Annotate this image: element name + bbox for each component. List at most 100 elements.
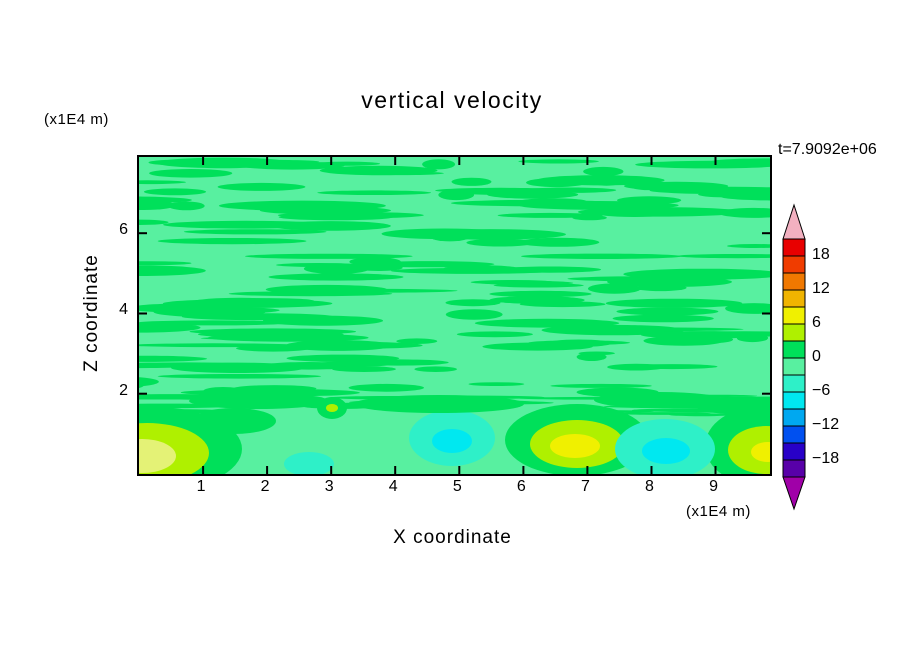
- streak: [545, 339, 612, 347]
- streak: [208, 333, 369, 342]
- streak: [605, 298, 743, 308]
- streak: [157, 238, 307, 245]
- streak: [607, 363, 666, 371]
- streak: [590, 206, 678, 217]
- blob-yellowgreen: [326, 404, 338, 412]
- streak: [518, 237, 600, 247]
- blob-yellow: [751, 442, 770, 462]
- colorbar-label: −12: [812, 416, 840, 433]
- colorbar-segment: [782, 323, 806, 342]
- streak: [139, 343, 298, 348]
- streak: [489, 296, 582, 304]
- streak: [498, 266, 602, 273]
- colorbar-segment: [782, 374, 806, 393]
- blob-yellowgreen: [728, 426, 770, 474]
- colorbar-segment: [782, 391, 806, 410]
- streak: [526, 178, 587, 188]
- x-tick-label: 9: [709, 478, 718, 495]
- blob-turquoise: [284, 452, 334, 474]
- time-annotation: t=7.9092e+06: [778, 141, 877, 158]
- colorbar-segment: [782, 272, 806, 291]
- streak: [396, 338, 438, 344]
- streak: [698, 191, 750, 198]
- colorbar-label: 18: [812, 246, 830, 263]
- streak: [623, 268, 770, 280]
- streak: [139, 196, 192, 204]
- colorbar-segment: [782, 289, 806, 308]
- colorbar-segment: [782, 425, 806, 444]
- x-axis-title: X coordinate: [393, 527, 512, 548]
- colorbar-segment: [782, 238, 806, 257]
- blob-green: [192, 408, 276, 434]
- streak: [518, 159, 599, 164]
- blob-cyan: [642, 438, 690, 464]
- streak: [181, 313, 334, 321]
- blob-paleyellow: [139, 439, 176, 473]
- streak: [183, 229, 327, 235]
- streak: [466, 238, 535, 247]
- colorbar-segment: [782, 442, 806, 461]
- y-tick-label: 6: [119, 221, 128, 239]
- x-tick-label: 2: [260, 478, 270, 495]
- streak: [709, 158, 770, 166]
- streak: [139, 219, 169, 225]
- colorbar-arrow-bottom: [782, 476, 806, 511]
- streak: [168, 201, 205, 211]
- streak: [139, 362, 260, 367]
- streak: [445, 309, 503, 320]
- streak: [414, 366, 458, 372]
- streak: [316, 361, 396, 367]
- streak: [616, 307, 719, 316]
- streak: [156, 157, 291, 169]
- streak: [317, 190, 432, 195]
- axis-ticks: [139, 157, 770, 474]
- streak: [583, 166, 624, 177]
- streak: [727, 244, 770, 248]
- streak: [139, 382, 144, 389]
- streak: [139, 261, 192, 266]
- streak: [218, 200, 386, 211]
- colorbar-label: 6: [812, 314, 821, 331]
- chart-title: vertical velocity: [361, 87, 543, 113]
- plot-area: [137, 155, 772, 476]
- streak: [149, 169, 233, 178]
- streak: [348, 383, 424, 392]
- blob-green: [696, 397, 770, 415]
- blob-cyan: [432, 429, 472, 453]
- streak: [217, 182, 306, 191]
- streak: [640, 331, 765, 339]
- contour-plot: [139, 157, 770, 474]
- streak: [612, 314, 714, 323]
- colorbar-label: −6: [812, 382, 831, 399]
- streak: [520, 253, 682, 259]
- streak: [228, 291, 393, 297]
- streak: [493, 283, 584, 288]
- colorbar-label: 12: [812, 280, 830, 297]
- streak: [271, 221, 391, 231]
- blob-yellow: [550, 434, 600, 458]
- streak: [435, 187, 568, 194]
- streak: [576, 352, 607, 361]
- x-tick-label: 7: [580, 478, 590, 495]
- streak: [139, 355, 208, 362]
- streak: [139, 377, 159, 387]
- streak: [285, 341, 423, 349]
- streak: [550, 383, 652, 388]
- colorbar-arrow-top: [782, 203, 806, 240]
- streak: [576, 327, 744, 332]
- y-axis-unit-label: (x1E4 m): [44, 111, 109, 128]
- streak: [414, 229, 566, 240]
- streak: [139, 265, 206, 276]
- streak: [445, 299, 501, 307]
- streak: [139, 303, 237, 313]
- streak: [278, 213, 394, 221]
- x-tick-label: 3: [324, 478, 334, 495]
- streak: [468, 382, 525, 386]
- contour-blobs: [139, 392, 770, 474]
- colorbar-segment: [782, 357, 806, 376]
- streak: [474, 318, 620, 328]
- colorbar-segment: [782, 340, 806, 359]
- x-tick-label: 4: [388, 478, 398, 495]
- x-tick-label: 5: [452, 478, 462, 495]
